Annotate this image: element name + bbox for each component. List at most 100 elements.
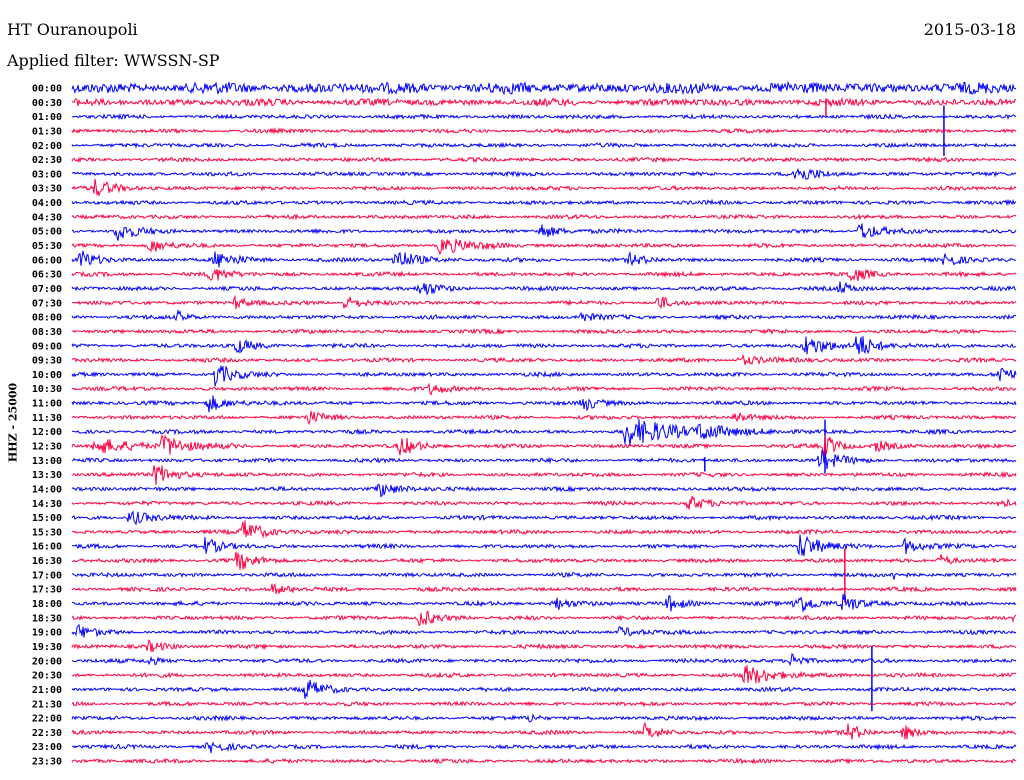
seismic-trace-0100 xyxy=(71,112,1017,121)
row-time-label: 12:00 xyxy=(32,427,62,438)
seismic-trace-2230 xyxy=(71,721,1017,740)
row-time-label: 18:00 xyxy=(32,599,62,610)
row-time-label: 09:00 xyxy=(32,341,62,352)
seismic-trace-0300 xyxy=(71,167,1017,180)
seismic-trace-1700 xyxy=(71,571,1017,580)
seismic-trace-1730 xyxy=(71,583,1017,595)
seismic-trace-0000 xyxy=(71,80,1017,96)
seismic-trace-1130 xyxy=(71,410,1017,426)
row-time-label: 06:00 xyxy=(32,255,62,266)
row-time-label: 20:30 xyxy=(32,671,62,682)
row-time-label: 02:00 xyxy=(32,141,62,152)
row-time-label: 11:00 xyxy=(32,399,62,410)
seismic-trace-0030 xyxy=(71,96,1017,108)
seismic-trace-0730 xyxy=(71,294,1017,310)
row-time-label: 11:30 xyxy=(32,413,62,424)
row-time-label: 02:30 xyxy=(32,155,62,166)
row-time-label: 19:00 xyxy=(32,628,62,639)
seismic-trace-1930 xyxy=(71,638,1017,653)
seismic-trace-1430 xyxy=(71,495,1017,510)
seismic-trace-2100 xyxy=(71,679,1017,699)
row-time-label: 07:30 xyxy=(32,298,62,309)
seismic-trace-1630 xyxy=(71,551,1017,570)
seismic-trace-0130 xyxy=(71,127,1017,135)
seismic-trace-0500 xyxy=(71,223,1017,241)
seismic-trace-0800 xyxy=(71,308,1017,322)
seismic-trace-1530 xyxy=(71,520,1017,539)
row-time-label: 21:00 xyxy=(32,685,62,696)
row-time-label: 16:00 xyxy=(32,542,62,553)
row-time-label: 03:30 xyxy=(32,184,62,195)
seismic-trace-1900 xyxy=(71,623,1017,638)
row-time-label: 10:00 xyxy=(32,370,62,381)
seismic-trace-2200 xyxy=(71,713,1017,723)
row-time-label: 06:30 xyxy=(32,270,62,281)
seismic-trace-0700 xyxy=(71,281,1017,296)
row-time-label: 13:00 xyxy=(32,456,62,467)
row-time-label: 07:00 xyxy=(32,284,62,295)
row-time-label: 23:00 xyxy=(32,742,62,753)
row-time-label: 13:30 xyxy=(32,470,62,481)
seismic-trace-2330 xyxy=(71,757,1017,765)
seismic-trace-0600 xyxy=(71,250,1017,268)
row-time-label: 15:00 xyxy=(32,513,62,524)
row-time-label: 17:30 xyxy=(32,585,62,596)
row-time-label: 22:30 xyxy=(32,728,62,739)
seismic-trace-1800 xyxy=(71,593,1017,612)
seismic-trace-1230 xyxy=(71,433,1017,456)
row-time-label: 15:30 xyxy=(32,527,62,538)
seismic-trace-0530 xyxy=(71,238,1017,256)
row-time-label: 18:30 xyxy=(32,613,62,624)
seismic-trace-1100 xyxy=(71,395,1017,413)
row-time-label: 04:30 xyxy=(32,212,62,223)
row-time-label: 16:30 xyxy=(32,556,62,567)
seismic-trace-1300 xyxy=(71,449,1017,470)
seismic-trace-2130 xyxy=(71,700,1017,708)
seismic-trace-0200 xyxy=(71,141,1017,149)
row-time-label: 10:30 xyxy=(32,384,62,395)
row-time-label: 14:00 xyxy=(32,484,62,495)
row-time-label: 00:30 xyxy=(32,98,62,109)
row-time-label: 19:30 xyxy=(32,642,62,653)
date-label: 2015-03-18 xyxy=(923,20,1016,39)
row-time-label: 22:00 xyxy=(32,714,62,725)
row-time-label: 05:00 xyxy=(32,227,62,238)
row-time-label: 21:30 xyxy=(32,699,62,710)
row-time-label: 04:00 xyxy=(32,198,62,209)
seismic-trace-0330 xyxy=(71,178,1017,196)
row-time-label: 03:00 xyxy=(32,169,62,180)
seismic-trace-2030 xyxy=(71,665,1017,684)
station-title: HT Ouranoupoli xyxy=(7,20,138,39)
row-time-label: 01:00 xyxy=(32,112,62,123)
seismic-trace-0630 xyxy=(71,268,1017,282)
row-time-label: 23:30 xyxy=(32,757,62,768)
row-time-label: 01:30 xyxy=(32,126,62,137)
seismic-trace-0400 xyxy=(71,198,1017,207)
row-time-label: 05:30 xyxy=(32,241,62,252)
row-time-label: 09:30 xyxy=(32,356,62,367)
row-time-label: 12:30 xyxy=(32,442,62,453)
seismic-trace-1400 xyxy=(71,483,1017,498)
seismic-trace-0900 xyxy=(71,336,1017,355)
filter-label: Applied filter: WWSSN-SP xyxy=(7,51,220,70)
row-time-label: 08:30 xyxy=(32,327,62,338)
seismic-trace-1200 xyxy=(71,419,1017,446)
seismic-trace-1830 xyxy=(71,610,1017,627)
seismic-trace-1030 xyxy=(71,382,1017,396)
row-time-label: 20:00 xyxy=(32,656,62,667)
seismic-trace-0230 xyxy=(71,155,1017,164)
seismic-trace-1600 xyxy=(72,534,1017,557)
row-time-label: 08:00 xyxy=(32,313,62,324)
row-time-label: 00:00 xyxy=(32,84,62,95)
seismic-trace-1500 xyxy=(71,510,1017,526)
seismic-trace-2300 xyxy=(71,741,1017,754)
seismic-trace-1330 xyxy=(71,465,1017,486)
seismic-trace-0430 xyxy=(71,213,1017,221)
seismic-trace-1000 xyxy=(71,365,1017,387)
seismic-trace-0830 xyxy=(71,327,1017,336)
seismic-trace-0930 xyxy=(71,353,1017,366)
seismic-trace-2000 xyxy=(71,652,1017,667)
row-time-label: 17:00 xyxy=(32,570,62,581)
row-time-label: 14:30 xyxy=(32,499,62,510)
